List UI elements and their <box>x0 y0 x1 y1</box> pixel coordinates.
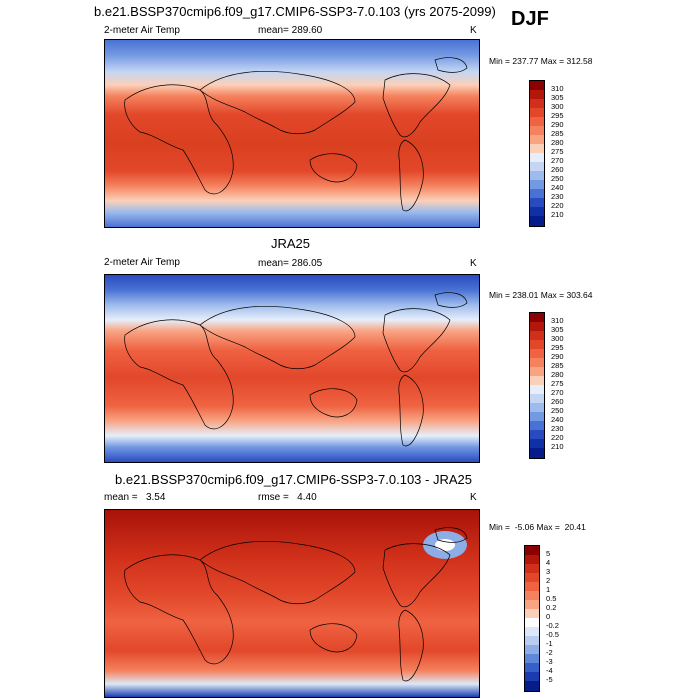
panel1-colorbar <box>529 80 545 227</box>
colorbar-tick-label: 275 <box>551 379 564 388</box>
panel3-colorbar <box>524 545 540 692</box>
colorbar-tick-label: 285 <box>551 129 564 138</box>
panel1-colorbar-labels: 310 305 300 295 290 285 280 275 270 260 … <box>551 85 591 225</box>
colorbar-tick-label: -3 <box>546 657 553 666</box>
panel1-coastlines <box>124 57 468 212</box>
panel2-minmax-label: Min = 238.01 Max = 303.64 <box>489 290 593 300</box>
panel3-minmax-label: Min = -5.06 Max = 20.41 <box>489 522 586 532</box>
colorbar-tick-label: 290 <box>551 352 564 361</box>
colorbar-tick-label: 270 <box>551 156 564 165</box>
colorbar-tick-label: 285 <box>551 361 564 370</box>
colorbar-tick-label: 0.5 <box>546 594 557 603</box>
colorbar-tick-label: 310 <box>551 316 564 325</box>
panel3-rmse-label: rmse = 4.40 <box>258 492 317 503</box>
panel1-map <box>104 39 480 228</box>
panel3-map <box>104 509 480 698</box>
panel1-variable-label: 2-meter Air Temp <box>104 25 180 36</box>
colorbar-tick-label: 270 <box>551 388 564 397</box>
panel2-coastlines <box>124 292 468 447</box>
colorbar-tick-label: 300 <box>551 102 564 111</box>
panel2-mean-label: mean= 286.05 <box>258 258 323 269</box>
colorbar-tick-label: 220 <box>551 201 564 210</box>
panel3-neutral-anomaly <box>435 539 455 551</box>
colorbar-tick-label: 210 <box>551 210 564 219</box>
panel3-colorbar-labels: 5 4 3 2 1 0.5 0.2 0 -0.2 -0.5 -1 -2 -3 -… <box>546 550 586 690</box>
panel1-minmax-label: Min = 237.77 Max = 312.58 <box>489 56 593 66</box>
colorbar-tick-label: 310 <box>551 84 564 93</box>
colorbar-tick-label: 280 <box>551 138 564 147</box>
panel2-units-label: K <box>470 258 477 269</box>
panel3-mean-label: mean = 3.54 <box>104 492 166 503</box>
colorbar-tick-label: 210 <box>551 442 564 451</box>
colorbar-tick-label: 0.2 <box>546 603 557 612</box>
panel1-title: b.e21.BSSP370cmip6.f09_g17.CMIP6-SSP3-7.… <box>94 4 496 19</box>
panel2-variable-label: 2-meter Air Temp <box>104 257 180 268</box>
colorbar-tick-label: 230 <box>551 192 564 201</box>
colorbar-tick-label: 3 <box>546 567 551 576</box>
colorbar-tick-label: 230 <box>551 424 564 433</box>
colorbar-tick-label: 290 <box>551 120 564 129</box>
colorbar-tick-label: 250 <box>551 174 564 183</box>
colorbar-tick-label: 260 <box>551 165 564 174</box>
colorbar-tick-label: 240 <box>551 415 564 424</box>
colorbar-tick-label: 305 <box>551 93 564 102</box>
colorbar-tick-label: -5 <box>546 675 553 684</box>
colorbar-tick-label: 260 <box>551 397 564 406</box>
colorbar-tick-label: 0 <box>546 612 551 621</box>
season-label: DJF <box>511 8 549 30</box>
colorbar-tick-label: -1 <box>546 639 553 648</box>
panel3-map-svg <box>105 510 479 697</box>
panel2-colorbar-labels: 310 305 300 295 290 285 280 275 270 260 … <box>551 317 591 457</box>
colorbar-tick-label: 2 <box>546 576 551 585</box>
colorbar-tick-label: -0.5 <box>546 630 559 639</box>
colorbar-tick-label: 280 <box>551 370 564 379</box>
colorbar-tick-label: -0.2 <box>546 621 559 630</box>
colorbar-tick-label: 4 <box>546 558 551 567</box>
panel1-map-svg <box>105 40 479 227</box>
panel3-coastlines <box>124 527 468 682</box>
colorbar-tick-label: 1 <box>546 585 551 594</box>
colorbar-tick-label: 275 <box>551 147 564 156</box>
panel2-title: JRA25 <box>271 236 311 251</box>
panel3-units-label: K <box>470 492 477 503</box>
panel1-units-label: K <box>470 25 477 36</box>
colorbar-tick-label: -2 <box>546 648 553 657</box>
panel2-map <box>104 274 480 463</box>
colorbar-tick-label: 220 <box>551 433 564 442</box>
panel1-mean-label: mean= 289.60 <box>258 25 323 36</box>
colorbar-tick-label: 300 <box>551 334 564 343</box>
colorbar-tick-label: 295 <box>551 343 564 352</box>
panel3-title: b.e21.BSSP370cmip6.f09_g17.CMIP6-SSP3-7.… <box>115 472 472 487</box>
colorbar-tick-label: 295 <box>551 111 564 120</box>
panel2-colorbar <box>529 312 545 459</box>
colorbar-tick-label: 250 <box>551 406 564 415</box>
panel2-map-svg <box>105 275 479 462</box>
colorbar-tick-label: 240 <box>551 183 564 192</box>
colorbar-tick-label: 305 <box>551 325 564 334</box>
colorbar-tick-label: 5 <box>546 549 551 558</box>
colorbar-tick-label: -4 <box>546 666 553 675</box>
